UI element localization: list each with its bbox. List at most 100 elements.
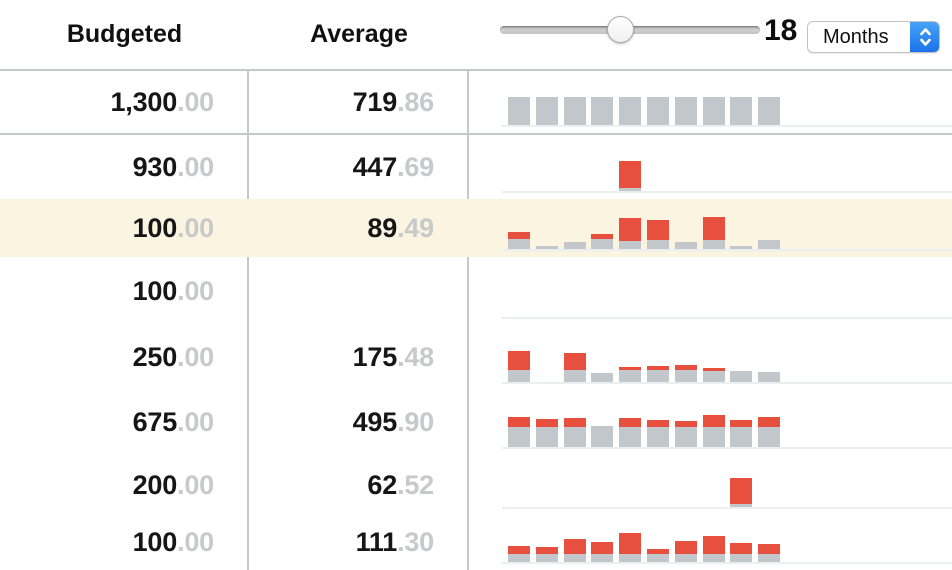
months-select[interactable]: Months	[807, 21, 940, 53]
spark-bar-overspent	[619, 533, 642, 554]
spark-bar-budgeted	[674, 370, 697, 382]
average-decimal: .86	[397, 86, 434, 117]
average-value: 719	[352, 86, 398, 117]
spark-bar-budgeted	[702, 554, 725, 562]
budgeted-value: 100	[132, 527, 178, 557]
spark-bar	[647, 97, 669, 125]
average-decimal: .30	[397, 527, 434, 557]
months-slider[interactable]	[500, 16, 760, 44]
sparkline-chart	[469, 71, 952, 133]
spark-baseline	[502, 249, 952, 251]
slider-value: 18	[764, 14, 798, 47]
budgeted-cell[interactable]: 100.00	[0, 257, 249, 325]
spark-baseline	[502, 191, 952, 193]
spark-bar	[619, 533, 642, 562]
budgeted-value: 100	[132, 212, 178, 243]
spark-bar	[535, 419, 558, 447]
table-row[interactable]: 250.00 175.48	[0, 325, 952, 390]
spark-bar	[758, 417, 781, 447]
average-cell: 111.30	[249, 515, 469, 570]
spark-bar-budgeted	[702, 427, 725, 447]
budgeted-cell[interactable]: 1,300.00	[0, 71, 249, 133]
spark-bar-overspent	[619, 418, 642, 427]
spark-bar-budgeted	[535, 246, 558, 249]
budgeted-decimal: .00	[177, 212, 214, 243]
average-decimal: .48	[397, 342, 434, 372]
spark-bar-overspent	[508, 417, 530, 427]
spark-bar-budgeted	[619, 554, 642, 562]
spark-bar	[702, 368, 725, 382]
budgeted-decimal: .00	[177, 407, 214, 437]
spark-bar	[591, 97, 614, 125]
average-value: 175	[352, 342, 398, 372]
spark-baseline	[502, 507, 952, 509]
budgeted-cell[interactable]: 100.00	[0, 199, 249, 257]
slider-thumb[interactable]	[606, 16, 634, 43]
spark-bar	[619, 218, 642, 249]
table-row[interactable]: 200.00 62.52	[0, 455, 952, 515]
spark-bar-overspent	[674, 541, 697, 554]
spark-bar-overspent	[647, 366, 669, 370]
spark-bar-overspent	[619, 367, 642, 370]
budgeted-decimal: .00	[177, 86, 214, 117]
spark-bar-budgeted	[619, 97, 642, 125]
column-header-average: Average	[310, 20, 408, 48]
spark-bar	[758, 372, 781, 382]
table-row[interactable]: 100.00 111.30	[0, 515, 952, 570]
spark-bar-budgeted	[674, 427, 697, 447]
budgeted-cell[interactable]: 100.00	[0, 515, 249, 570]
table-row[interactable]: 675.00 495.90	[0, 390, 952, 455]
spark-bar-budgeted	[508, 370, 530, 382]
table-row[interactable]: 100.00 89.49	[0, 199, 952, 257]
spark-bar-budgeted	[508, 554, 530, 562]
table-row[interactable]: 930.00 447.69	[0, 135, 952, 199]
spark-bar	[730, 420, 753, 447]
spark-bar	[730, 478, 753, 507]
spark-bar-overspent	[535, 419, 558, 427]
spark-bar-budgeted	[563, 242, 586, 249]
average-value: 111	[355, 527, 398, 557]
spark-bar-overspent	[647, 549, 669, 554]
table: 1,300.00 719.86 930.00 447.69 100.00 89.…	[0, 71, 952, 570]
select-stepper-icon	[910, 22, 939, 52]
budgeted-value: 100	[132, 275, 178, 306]
spark-bar-budgeted	[674, 554, 697, 562]
spark-bar-overspent	[619, 161, 642, 188]
spark-bar-budgeted	[730, 97, 753, 125]
spark-bar	[647, 549, 669, 562]
average-cell: 175.48	[249, 325, 469, 390]
table-row[interactable]: 1,300.00 719.86	[0, 71, 952, 135]
spark-bar-budgeted	[591, 239, 614, 249]
sparkline-chart	[469, 325, 952, 390]
spark-bar-overspent	[730, 543, 753, 554]
sparkline-chart	[469, 135, 952, 199]
spark-bar	[591, 373, 614, 382]
spark-bar	[508, 97, 530, 125]
spark-bar	[535, 246, 558, 249]
budgeted-cell[interactable]: 930.00	[0, 135, 249, 199]
budgeted-cell[interactable]: 250.00	[0, 325, 249, 390]
spark-bar	[674, 242, 697, 249]
spark-bar-budgeted	[591, 554, 614, 562]
spark-bar	[647, 220, 669, 249]
spark-bar-overspent	[674, 421, 697, 427]
spark-bar	[702, 97, 725, 125]
spark-bar	[730, 246, 753, 249]
budgeted-cell[interactable]: 200.00	[0, 455, 249, 515]
spark-bar-budgeted	[619, 241, 642, 249]
column-header-average-cell: Average	[249, 0, 469, 69]
budgeted-cell[interactable]: 675.00	[0, 390, 249, 455]
table-row[interactable]: 100.00	[0, 257, 952, 325]
spark-bar	[758, 240, 781, 249]
spark-bar-budgeted	[730, 371, 753, 382]
average-cell: 89.49	[249, 199, 469, 257]
spark-baseline	[502, 447, 952, 449]
spark-bar	[674, 365, 697, 382]
spark-bar-budgeted	[674, 242, 697, 249]
spark-bar	[647, 420, 669, 447]
spark-bar-budgeted	[730, 427, 753, 447]
average-decimal: .90	[397, 407, 434, 437]
spark-baseline	[502, 382, 952, 384]
spark-bar-overspent	[647, 420, 669, 427]
